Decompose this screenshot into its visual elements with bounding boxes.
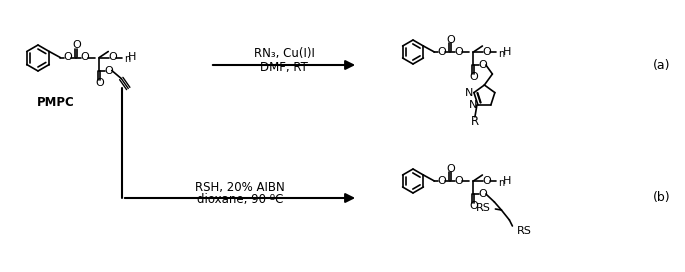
Text: O: O [63, 52, 72, 63]
Text: RS: RS [475, 203, 490, 213]
Text: O: O [454, 47, 463, 57]
Text: O: O [72, 41, 81, 51]
Text: O: O [80, 52, 88, 63]
Text: H: H [502, 47, 511, 57]
Text: n: n [499, 49, 505, 59]
Text: O: O [454, 176, 463, 186]
Text: RS: RS [516, 226, 532, 236]
Text: O: O [482, 47, 490, 57]
Text: O: O [469, 72, 477, 82]
Text: O: O [482, 176, 490, 186]
Text: O: O [437, 47, 446, 57]
Text: R: R [471, 115, 479, 128]
Text: O: O [469, 201, 477, 211]
Text: (b): (b) [653, 191, 671, 205]
Text: RSH, 20% AIBN: RSH, 20% AIBN [195, 181, 285, 193]
Text: N: N [469, 100, 477, 110]
Text: O: O [478, 189, 487, 199]
Text: O: O [108, 52, 116, 63]
Text: RN₃, Cu(I)I: RN₃, Cu(I)I [253, 47, 314, 60]
Text: N: N [464, 88, 473, 98]
Text: H: H [128, 52, 136, 63]
Text: O: O [446, 164, 455, 174]
Text: PMPC: PMPC [37, 97, 75, 110]
Text: (a): (a) [653, 58, 671, 72]
Text: O: O [95, 78, 103, 88]
Text: n: n [124, 54, 131, 64]
Text: O: O [446, 35, 455, 45]
Text: n: n [499, 178, 505, 188]
Text: H: H [502, 176, 511, 186]
Text: O: O [478, 60, 487, 70]
Text: dioxane, 90 ºC: dioxane, 90 ºC [197, 193, 283, 206]
Text: O: O [104, 66, 112, 76]
Text: O: O [437, 176, 446, 186]
Text: DMF, RT: DMF, RT [260, 61, 308, 75]
